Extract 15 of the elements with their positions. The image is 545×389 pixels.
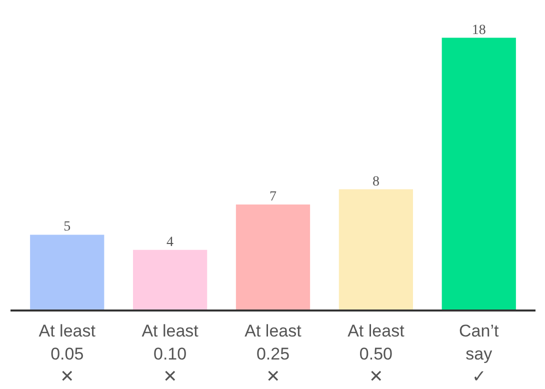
x-tick-label: At least 0.05 ✕ xyxy=(38,322,96,386)
bar xyxy=(30,234,104,310)
x-tick-label: Can’t say ✓ xyxy=(459,322,499,386)
bar xyxy=(442,38,516,310)
x-tick-label: At least 0.25 ✕ xyxy=(244,322,302,386)
bar xyxy=(236,204,310,310)
data-label: 18 xyxy=(472,22,486,38)
data-label: 7 xyxy=(270,189,276,204)
data-label: 5 xyxy=(64,220,71,235)
x-tick-label: At least 0.10 ✕ xyxy=(142,322,199,386)
bar xyxy=(133,250,208,310)
bar xyxy=(338,189,413,310)
data-label: 8 xyxy=(372,174,380,190)
data-label: 4 xyxy=(166,234,174,250)
x-tick-label: At least 0.50 ✕ xyxy=(348,322,405,386)
